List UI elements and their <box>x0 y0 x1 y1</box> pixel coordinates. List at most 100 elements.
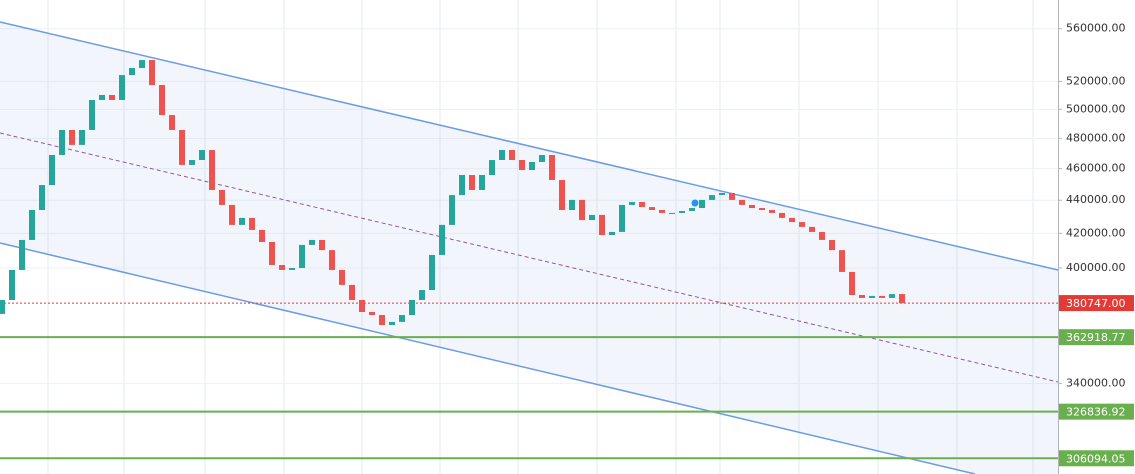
candle-body <box>419 290 425 301</box>
candle-body <box>189 160 195 165</box>
candle-body <box>879 295 885 298</box>
channel-median <box>0 132 1059 383</box>
candle-body <box>869 295 875 298</box>
price-tag-label: 362918.77 <box>1066 331 1126 344</box>
candle-body <box>69 129 75 145</box>
candle-body <box>399 315 405 322</box>
candle-body <box>529 162 535 171</box>
candle-body <box>859 295 865 298</box>
candle-body <box>199 150 205 161</box>
candle-body <box>119 75 125 101</box>
candle-body <box>249 217 255 230</box>
price-tag <box>1059 295 1134 312</box>
channel-fill <box>0 22 1058 474</box>
candle-body <box>459 174 465 196</box>
candle-body <box>329 250 335 270</box>
candle-body <box>619 204 625 232</box>
candle-body <box>99 94 105 101</box>
y-tick-label: 560000.00 <box>1066 22 1126 35</box>
candle-body <box>669 212 675 214</box>
candle-body <box>139 60 145 69</box>
candle-body <box>679 210 685 213</box>
candle-body <box>729 192 735 200</box>
candle-body <box>229 204 235 225</box>
candle-body <box>849 271 855 296</box>
price-tag <box>1059 329 1134 346</box>
candle-body <box>719 192 725 196</box>
candle-body <box>699 199 705 209</box>
candle-body <box>309 239 315 245</box>
candle-body <box>549 154 555 180</box>
price-tag-label: 380747.00 <box>1066 297 1126 310</box>
y-tick-label: 440000.00 <box>1066 193 1126 206</box>
channel-lower <box>0 242 976 474</box>
candle-body <box>359 300 365 313</box>
candle-body <box>739 199 745 205</box>
candles <box>0 60 905 325</box>
candle-body <box>609 231 615 236</box>
reference-lines <box>0 302 1058 460</box>
candle-body <box>519 160 525 171</box>
candle-body <box>629 202 635 205</box>
candle-body <box>129 68 135 76</box>
candle-body <box>749 204 755 209</box>
candle-body <box>599 214 605 236</box>
marker-dot <box>691 199 699 207</box>
candle-body <box>479 174 485 190</box>
candle-body <box>159 85 165 116</box>
candle-body <box>589 214 595 221</box>
price-tag <box>1059 403 1134 420</box>
candle-body <box>689 208 695 211</box>
candle-body <box>369 312 375 316</box>
candle-body <box>709 195 715 200</box>
candle-body <box>349 284 355 301</box>
y-tick-label: 460000.00 <box>1066 162 1126 175</box>
candle-body <box>579 199 585 221</box>
candle-body <box>279 264 285 270</box>
candle-body <box>149 60 155 86</box>
candle-body <box>559 179 565 210</box>
candle-body <box>79 129 85 145</box>
candle-body <box>829 239 835 251</box>
y-tick-label: 480000.00 <box>1066 131 1126 144</box>
candle-body <box>439 224 445 255</box>
candle-body <box>319 239 325 251</box>
y-tick-label: 500000.00 <box>1066 102 1126 115</box>
channel-upper <box>0 21 1059 271</box>
candle-body <box>569 199 575 210</box>
candle-body <box>469 174 475 190</box>
candle-body <box>259 229 265 243</box>
candle-body <box>489 160 495 175</box>
y-axis: 560000.00 520000.00 500000.00 480000.00 4600… <box>1058 22 1134 467</box>
candle-body <box>339 269 345 285</box>
candle-body <box>779 212 785 218</box>
candle-body <box>649 207 655 210</box>
candle-body <box>59 129 65 155</box>
candle-body <box>639 202 645 208</box>
candle-body <box>499 150 505 161</box>
candle-body <box>509 150 515 161</box>
candle-body <box>839 250 845 272</box>
price-tag <box>1059 450 1134 467</box>
candle-body <box>109 94 115 101</box>
price-tag-label: 306094.05 <box>1066 452 1126 465</box>
candle-body <box>819 231 825 240</box>
candle-body <box>239 217 245 225</box>
candle-body <box>289 268 295 270</box>
candle-body <box>179 129 185 165</box>
candle-body <box>789 217 795 223</box>
candle-body <box>769 209 775 213</box>
candle-body <box>379 315 385 325</box>
candle-body <box>799 222 805 227</box>
candle-body <box>39 185 45 210</box>
y-tick-label: 520000.00 <box>1066 74 1126 87</box>
candle-body <box>299 244 305 269</box>
candle-body <box>659 209 665 213</box>
candle-body <box>429 254 435 291</box>
candle-body <box>219 189 225 205</box>
y-tick-label: 400000.00 <box>1066 261 1126 274</box>
candle-body <box>899 294 905 304</box>
axis-panel <box>1058 0 1135 474</box>
